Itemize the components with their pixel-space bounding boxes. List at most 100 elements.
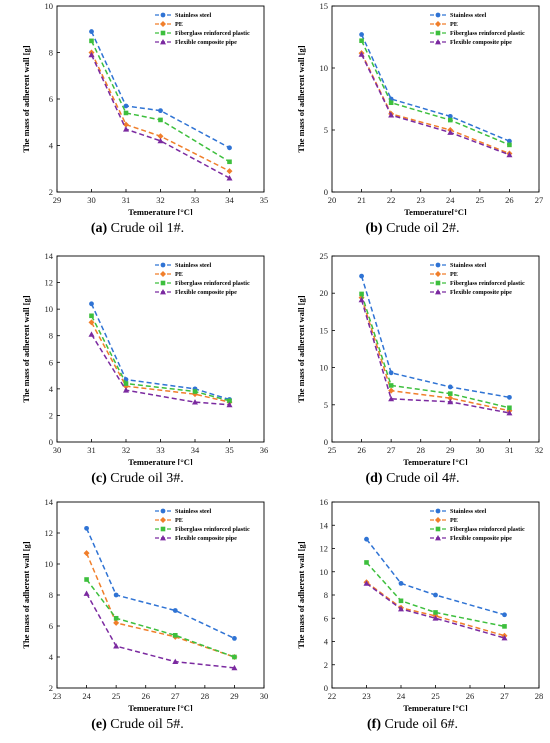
data-point <box>364 536 369 542</box>
y-tick-label: 14 <box>45 497 54 507</box>
data-point <box>359 291 364 297</box>
legend-label: Stainless steel <box>450 262 487 269</box>
y-axis-title: The mass of adherent wall [g] <box>296 295 306 402</box>
series-0 <box>364 536 507 618</box>
data-point <box>447 117 453 123</box>
x-tick-label: 34 <box>191 445 200 455</box>
legend-marker <box>435 30 441 36</box>
data-point <box>447 391 453 396</box>
caption-text: Crude oil 5#. <box>110 717 184 732</box>
data-point <box>359 32 364 37</box>
caption-text: Crude oil 3#. <box>110 471 184 486</box>
data-point <box>501 635 508 641</box>
legend-label: PE <box>175 271 183 278</box>
series-line <box>360 299 510 414</box>
legend-marker <box>160 535 166 541</box>
legend-marker <box>160 12 166 18</box>
data-point <box>359 273 364 279</box>
series-1 <box>358 294 513 414</box>
data-point <box>113 615 119 621</box>
series-0 <box>89 29 232 151</box>
legend-marker <box>435 39 441 45</box>
data-point <box>232 654 237 660</box>
y-axis-title: The mass of adherent wall [g] <box>21 541 31 648</box>
y-axis-title: The mass of adherent wall [g] <box>296 541 306 648</box>
caption-text: Crude oil 6#. <box>384 717 459 732</box>
legend-label: PE <box>175 517 183 524</box>
data-point <box>158 108 163 114</box>
x-tick-label: 29 <box>53 195 62 205</box>
legend: Stainless steel PE Fiberglass reinforced p… <box>155 508 250 542</box>
caption-letter: (a) <box>90 221 108 236</box>
x-axis-title: Temperature [°C] <box>403 457 468 465</box>
legend: Stainless steel PE Fiberglass reinforced p… <box>430 508 525 542</box>
data-point <box>388 383 394 388</box>
plot-frame <box>331 255 540 443</box>
x-tick-label: 24 <box>446 195 455 205</box>
series-3 <box>358 296 513 416</box>
series-line <box>360 297 510 412</box>
x-tick-label: 23 <box>53 691 62 701</box>
chart-panel: 20 21 22 23 24 25 26 27 0 5 10 15 Temperature[°C] The… <box>275 0 550 247</box>
y-tick-label: 2 <box>49 187 53 197</box>
chart-panel: 23 24 25 26 27 28 29 30 2 4 6 8 10 12 14 Temperature [°… <box>0 496 275 743</box>
data-point <box>447 384 453 390</box>
series-line <box>365 561 505 628</box>
chart-panel: 25 26 27 28 29 30 31 32 0 5 10 15 20 25 Temperature [°… <box>275 250 550 497</box>
legend-label: Flexible composite pipe <box>175 39 237 46</box>
y-tick-label: 15 <box>320 325 329 335</box>
x-tick-label: 26 <box>466 691 475 701</box>
x-tick-label: 25 <box>431 691 440 701</box>
legend-marker <box>435 280 441 286</box>
data-point <box>192 399 198 405</box>
x-tick-label: 31 <box>505 445 514 455</box>
data-point <box>398 580 404 586</box>
legend: Stainless steel PE Fiberglass reinforced p… <box>430 12 525 46</box>
y-tick-label: 6 <box>49 357 53 367</box>
series-3 <box>88 331 233 408</box>
legend: Stainless steel PE Fiberglass reinforced p… <box>155 262 250 296</box>
x-tick-label: 25 <box>328 445 337 455</box>
chart-panel: 30 31 32 33 34 35 36 0 2 4 6 8 10 12 14 Temperature [°C… <box>0 250 275 497</box>
data-point <box>433 610 438 615</box>
data-point <box>227 398 232 404</box>
x-axis-title: Temperature [°C] <box>403 703 468 711</box>
legend: Stainless steel PE Fiberglass reinforced p… <box>430 262 525 296</box>
series-2 <box>84 577 237 660</box>
x-tick-label: 28 <box>416 445 425 455</box>
y-tick-label: 12 <box>45 528 54 538</box>
y-tick-label: 8 <box>49 331 53 341</box>
data-point <box>88 331 95 337</box>
data-point <box>231 664 238 671</box>
x-tick-label: 27 <box>387 445 396 455</box>
data-point <box>226 401 233 408</box>
legend-marker <box>160 262 166 268</box>
series-3 <box>83 590 238 671</box>
legend-marker <box>435 262 441 268</box>
legend-label: Flexible composite pipe <box>175 535 237 542</box>
legend-marker <box>435 21 441 27</box>
series-line <box>360 54 510 156</box>
series-line <box>366 581 505 637</box>
x-tick-label: 30 <box>53 445 62 455</box>
x-tick-label: 32 <box>122 445 131 455</box>
y-tick-label: 6 <box>49 94 53 104</box>
x-axis-title: Temperature [°C] <box>128 207 193 215</box>
legend-label: Stainless steel <box>175 262 212 269</box>
data-point <box>433 592 438 598</box>
data-point <box>88 319 95 326</box>
x-tick-label: 31 <box>122 195 131 205</box>
caption-letter: (c) <box>91 471 107 486</box>
chart-svg: 20 21 22 23 24 25 26 27 0 5 10 15 Temperature[°C] The… <box>296 1 543 215</box>
data-point <box>432 615 439 621</box>
data-point <box>89 301 94 307</box>
series-0 <box>84 525 237 641</box>
x-tick-label: 30 <box>476 445 485 455</box>
y-tick-label: 0 <box>324 187 328 197</box>
y-tick-label: 2 <box>49 410 53 420</box>
legend-marker <box>160 280 166 286</box>
legend-label: Stainless steel <box>450 12 487 19</box>
data-point <box>359 38 364 44</box>
x-tick-label: 29 <box>446 445 455 455</box>
data-point <box>388 395 395 402</box>
